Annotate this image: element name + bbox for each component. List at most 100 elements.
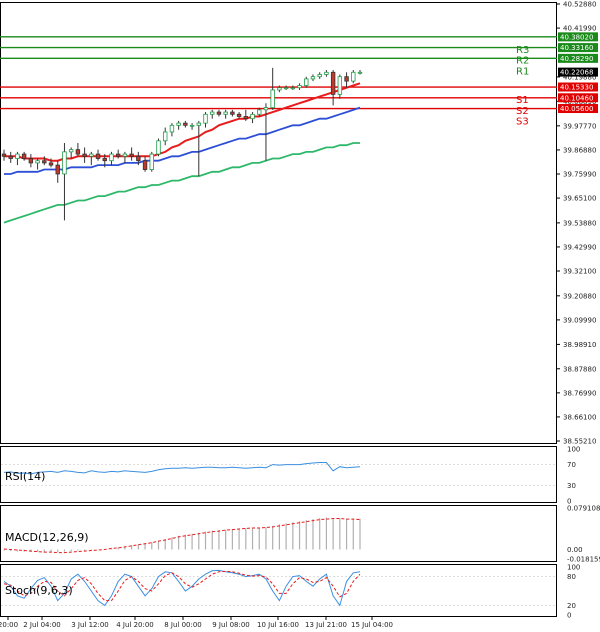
price-tick-label: 39.20880 xyxy=(563,292,596,300)
candle-body xyxy=(230,111,235,115)
candle-body xyxy=(48,162,54,166)
price-tick-label: 38.55210 xyxy=(563,438,596,446)
candle-body xyxy=(277,87,282,91)
level-tag-text-r3: 40.38020 xyxy=(560,33,593,41)
level-tag-s3 xyxy=(558,104,598,114)
candle-body xyxy=(263,107,269,111)
candle-body xyxy=(129,153,134,157)
level-name-s1: S1 xyxy=(516,95,529,106)
rsi-label: RSI(14) xyxy=(5,470,45,483)
candle-body xyxy=(310,76,316,80)
level-tag-text-r1: 40.28290 xyxy=(560,55,593,63)
candle-body xyxy=(304,78,309,86)
x-tick-label: 20:00 xyxy=(0,621,18,629)
candle-body xyxy=(270,89,275,109)
level-name-r2: R2 xyxy=(516,56,529,67)
candle-body xyxy=(42,160,47,164)
macd-panel-frame xyxy=(0,505,557,562)
macd-label: MACD(12,26,9) xyxy=(5,531,89,544)
candle-body xyxy=(156,140,161,155)
candle-body xyxy=(297,85,302,89)
level-name-s3: S3 xyxy=(516,117,529,128)
macd-panel xyxy=(3,517,361,554)
candle-body xyxy=(35,160,40,164)
x-tick-label: 13 Jul 21:00 xyxy=(305,621,347,629)
price-tick-label: 39.32100 xyxy=(563,268,596,276)
x-tick-label: 8 Jul 00:00 xyxy=(164,621,202,629)
stoch-k-line xyxy=(3,569,361,607)
price-tick-label: 39.53880 xyxy=(563,219,596,227)
candle-body xyxy=(317,74,322,78)
level-name-s2: S2 xyxy=(516,106,529,117)
price-tick-label: 40.19880 xyxy=(563,73,596,81)
candle-body xyxy=(75,149,81,155)
stoch-tick-label: 100 xyxy=(567,564,580,572)
candle-body xyxy=(21,153,27,159)
candle-body xyxy=(62,151,67,175)
stoch-panel xyxy=(1,569,557,607)
rsi-tick-label: 30 xyxy=(567,482,576,490)
price-tick-label: 39.65100 xyxy=(563,195,596,203)
ma-slow-line xyxy=(3,142,360,224)
candle-body xyxy=(142,160,148,170)
price-tick-label: 39.75990 xyxy=(563,170,596,178)
candle-body xyxy=(28,158,34,164)
price-tick-label: 39.86880 xyxy=(563,146,596,154)
level-tag-text-s1: 40.15330 xyxy=(560,84,593,92)
level-tag-text-r2: 40.33160 xyxy=(560,44,593,52)
candle-body xyxy=(257,109,262,115)
candle-body xyxy=(95,153,101,159)
candle-body xyxy=(55,164,60,175)
stoch-tick-label: 20 xyxy=(567,602,576,610)
candle-body xyxy=(216,111,222,115)
level-name-r1: R1 xyxy=(516,66,529,77)
level-tag-r3 xyxy=(558,32,598,42)
macd-tick-label: 0.00 xyxy=(567,546,583,554)
level-tag-r1 xyxy=(558,53,598,63)
candle-body xyxy=(136,155,141,162)
level-tag-s2 xyxy=(558,93,598,103)
candle-body xyxy=(163,131,168,142)
price-tick-label: 39.42990 xyxy=(563,243,596,251)
level-tag-text-s3: 40.05600 xyxy=(560,105,593,113)
level-tag-s1 xyxy=(558,82,598,92)
rsi-panel-frame xyxy=(0,446,557,503)
macd-tick-label: -0.018159 xyxy=(567,556,600,564)
current-price-tag xyxy=(558,67,598,77)
x-tick-label: 4 Jul 20:00 xyxy=(116,621,154,629)
candle-body xyxy=(15,153,20,159)
price-tick-label: 38.87880 xyxy=(563,365,596,373)
x-tick-label: 10 Jul 16:00 xyxy=(257,621,299,629)
candle-body xyxy=(236,113,242,117)
candle-body xyxy=(183,122,188,126)
macd-tick-label: 0.079108 xyxy=(567,505,600,513)
x-tick-label: 2 Jul 04:00 xyxy=(23,621,61,629)
rsi-tick-label: 100 xyxy=(567,446,580,454)
stoch-panel-frame xyxy=(0,564,557,617)
level-name-r3: R3 xyxy=(516,45,529,56)
candle-body xyxy=(115,153,121,157)
candle-body xyxy=(122,153,128,157)
x-tick-label: 9 Jul 08:00 xyxy=(212,621,250,629)
candle-body xyxy=(189,124,195,127)
candle-body xyxy=(89,153,94,157)
candle-body xyxy=(102,158,107,162)
candle-body xyxy=(283,87,289,90)
current-price-text: 40.22068 xyxy=(560,69,593,77)
level-tag-r2 xyxy=(558,43,598,53)
candle-body xyxy=(149,153,154,170)
price-tick-label: 39.97770 xyxy=(563,122,596,130)
x-tick-label: 3 Jul 12:00 xyxy=(71,621,109,629)
candle-body xyxy=(223,111,228,115)
price-tick-label: 40.41990 xyxy=(563,25,596,33)
rsi-panel xyxy=(1,462,557,486)
rsi-line xyxy=(3,462,361,475)
candle-body xyxy=(196,122,201,126)
candle-body xyxy=(344,76,349,82)
stoch-tick-label: 0 xyxy=(567,612,571,620)
price-tick-label: 38.76990 xyxy=(563,389,596,397)
stoch-label: Stoch(9,6,3) xyxy=(5,584,73,597)
